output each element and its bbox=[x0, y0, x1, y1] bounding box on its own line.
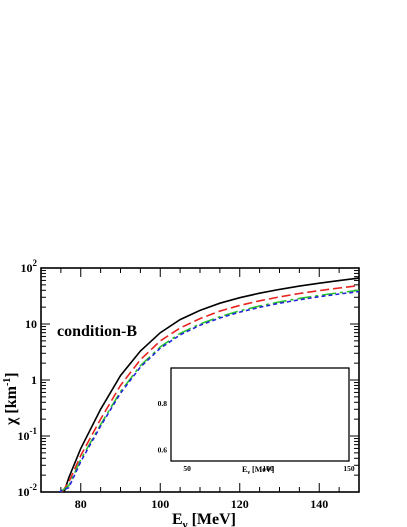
main-series-lines bbox=[58, 277, 359, 492]
inset-x-tick-label: 50 bbox=[183, 464, 191, 473]
y-axis-unit-close: ] bbox=[3, 372, 20, 377]
main-series-line-2 bbox=[61, 284, 359, 492]
main-y-tick-label: 10-1 bbox=[18, 426, 38, 443]
x-axis-label: Eν [MeV] bbox=[172, 511, 236, 527]
main-y-tick-label: 102 bbox=[21, 258, 38, 275]
inset-x-axis-label-sub: ν bbox=[246, 470, 250, 476]
x-axis-label-sub: ν bbox=[182, 519, 188, 527]
y-axis-unit: [km bbox=[3, 385, 20, 413]
x-axis-label-main: E bbox=[172, 511, 183, 527]
main-series-line-3 bbox=[59, 289, 359, 492]
inset-x-axis-label-unit: [MeV] bbox=[250, 465, 275, 474]
main-y-tick-label: 10-2 bbox=[18, 482, 38, 499]
main-y-tick-label: 10 bbox=[25, 317, 37, 331]
main-x-tick-label: 120 bbox=[231, 497, 249, 511]
main-axis-ticks: 80 100 120 140 10-2 10-1 1 10 102 bbox=[18, 258, 360, 511]
main-x-tick-label: 140 bbox=[310, 497, 328, 511]
y-axis-label: χ [km-1] bbox=[2, 372, 20, 426]
inset-x-tick-label: 150 bbox=[343, 464, 355, 473]
inset-y-tick-label: 0.8 bbox=[158, 399, 168, 408]
inset-x-tick-label: 100 bbox=[262, 464, 274, 473]
main-series-line-4 bbox=[58, 290, 359, 492]
main-y-tick-label: 1 bbox=[31, 373, 37, 387]
inset-x-axis-label-main: E bbox=[242, 465, 247, 474]
y-axis-symbol: χ bbox=[3, 417, 20, 426]
inset-plot-frame bbox=[170, 367, 350, 462]
main-series-line-1 bbox=[63, 277, 359, 492]
main-x-tick-label: 80 bbox=[75, 497, 87, 511]
x-axis-label-unit: [MeV] bbox=[188, 511, 236, 527]
inset-x-axis-label: Eν [MeV] bbox=[242, 465, 275, 476]
condition-annotation: condition-B bbox=[57, 323, 137, 340]
inset-y-tick-label: 0.6 bbox=[158, 445, 168, 454]
y-axis-unit-sup: -1 bbox=[2, 378, 13, 386]
main-x-tick-label: 100 bbox=[151, 497, 169, 511]
